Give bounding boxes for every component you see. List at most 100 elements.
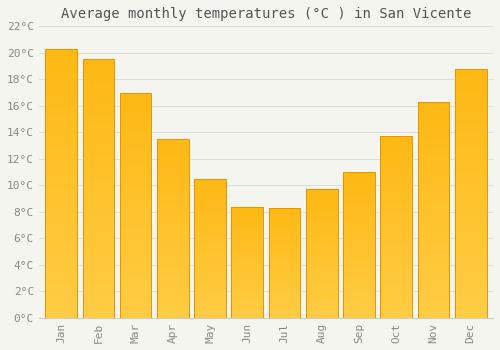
Bar <box>82 129 114 132</box>
Bar <box>380 147 412 149</box>
Bar <box>120 225 152 228</box>
Bar <box>306 264 338 265</box>
Bar <box>380 293 412 294</box>
Bar <box>418 113 450 115</box>
Bar <box>268 240 300 241</box>
Bar <box>418 199 450 201</box>
Bar <box>232 285 263 286</box>
Bar <box>232 250 263 251</box>
Bar <box>455 261 486 263</box>
Bar <box>157 311 188 313</box>
Bar <box>268 279 300 281</box>
Bar <box>157 241 188 243</box>
Bar <box>306 279 338 281</box>
Bar <box>306 274 338 275</box>
Bar <box>82 142 114 145</box>
Bar <box>455 295 486 298</box>
Bar <box>46 116 77 119</box>
Bar <box>455 156 486 159</box>
Bar <box>418 121 450 124</box>
Bar <box>194 216 226 218</box>
Bar <box>380 195 412 196</box>
Bar <box>157 184 188 186</box>
Bar <box>82 220 114 222</box>
Bar <box>82 80 114 83</box>
Bar <box>380 311 412 313</box>
Bar <box>232 307 263 308</box>
Bar <box>455 218 486 221</box>
Bar <box>380 296 412 298</box>
Bar <box>343 194 375 195</box>
Bar <box>232 237 263 238</box>
Bar <box>120 120 152 122</box>
Bar <box>232 287 263 288</box>
Bar <box>455 313 486 315</box>
Bar <box>380 307 412 309</box>
Bar <box>194 239 226 240</box>
Bar <box>268 228 300 229</box>
Bar <box>380 289 412 291</box>
Bar <box>343 276 375 277</box>
Bar <box>455 281 486 283</box>
Bar <box>46 159 77 162</box>
Bar <box>82 60 114 62</box>
Bar <box>455 186 486 188</box>
Bar <box>82 202 114 204</box>
Bar <box>268 277 300 278</box>
Bar <box>157 232 188 234</box>
Bar <box>46 248 77 251</box>
Bar <box>232 267 263 268</box>
Bar <box>306 295 338 296</box>
Bar <box>306 294 338 295</box>
Bar <box>157 212 188 214</box>
Bar <box>268 217 300 218</box>
Bar <box>455 303 486 306</box>
Bar <box>343 267 375 268</box>
Bar <box>268 208 300 318</box>
Bar <box>418 136 450 139</box>
Bar <box>343 204 375 206</box>
Bar <box>157 248 188 250</box>
Bar <box>343 264 375 265</box>
Bar <box>120 282 152 284</box>
Bar <box>418 294 450 296</box>
Bar <box>194 315 226 316</box>
Bar <box>306 207 338 209</box>
Bar <box>232 215 263 216</box>
Bar <box>194 308 226 310</box>
Bar <box>268 232 300 233</box>
Bar <box>380 211 412 212</box>
Bar <box>380 256 412 258</box>
Bar <box>157 300 188 302</box>
Bar <box>120 259 152 261</box>
Bar <box>455 173 486 176</box>
Bar <box>194 220 226 222</box>
Bar <box>418 290 450 292</box>
Bar <box>120 208 152 210</box>
Bar <box>268 266 300 267</box>
Bar <box>380 225 412 227</box>
Bar <box>194 209 226 211</box>
Bar <box>46 130 77 132</box>
Bar <box>120 311 152 314</box>
Bar <box>455 161 486 163</box>
Bar <box>418 223 450 225</box>
Bar <box>46 156 77 159</box>
Bar <box>306 314 338 315</box>
Bar <box>82 235 114 238</box>
Bar <box>194 278 226 279</box>
Bar <box>343 290 375 292</box>
Bar <box>306 317 338 318</box>
Bar <box>194 279 226 280</box>
Bar <box>306 223 338 224</box>
Bar <box>268 245 300 246</box>
Bar <box>343 239 375 241</box>
Bar <box>46 103 77 105</box>
Bar <box>82 60 114 318</box>
Bar <box>380 231 412 233</box>
Bar <box>418 134 450 136</box>
Bar <box>232 315 263 316</box>
Bar <box>268 226 300 228</box>
Bar <box>380 174 412 176</box>
Bar <box>306 220 338 222</box>
